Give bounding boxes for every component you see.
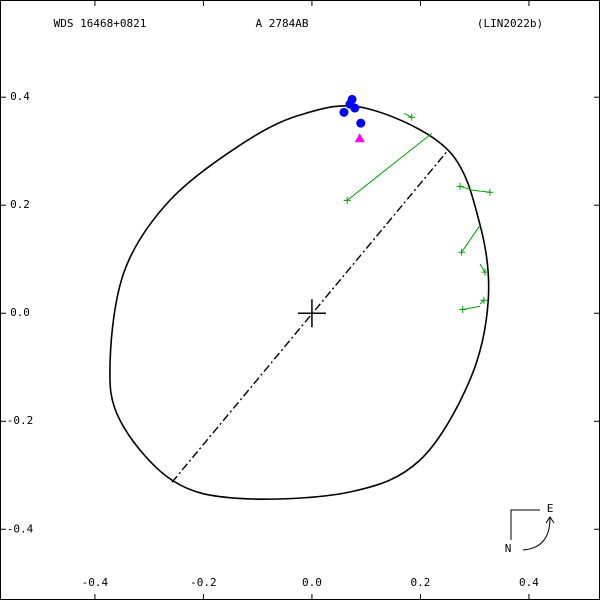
y-tick-label: -0.2: [7, 414, 34, 427]
measurement: [486, 188, 494, 196]
measurement: [456, 182, 464, 190]
compass: [510, 509, 555, 551]
compass-east: E: [547, 502, 554, 515]
residual-line: [479, 263, 486, 273]
y-tick-label: -0.4: [7, 522, 34, 535]
measurement: [408, 113, 416, 121]
observation: [356, 118, 366, 128]
y-tick-label: 0.2: [10, 198, 30, 211]
residual-line: [346, 133, 433, 201]
measurement: [459, 305, 467, 313]
y-tick-label: 0.0: [10, 306, 30, 319]
residual-line: [462, 305, 481, 310]
observation: [339, 107, 349, 117]
reference: (LIN2022b): [477, 17, 543, 30]
observation: [347, 94, 357, 104]
chart-subtitle: A 2784AB: [256, 17, 309, 30]
compass-north: N: [505, 542, 512, 555]
measurement: [458, 248, 466, 256]
observation: [350, 103, 360, 113]
triangle-point: [354, 133, 365, 143]
residual-line: [403, 112, 412, 118]
measurement: [343, 196, 351, 204]
line-of-nodes: [171, 149, 449, 483]
x-tick-label: 0.0: [302, 576, 322, 589]
orbit: [109, 105, 490, 500]
chart-title: WDS 16468+0821: [54, 17, 147, 30]
y-tick-label: 0.4: [10, 90, 30, 103]
compass-arrow: [522, 516, 555, 551]
x-tick-label: 0.2: [410, 576, 430, 589]
x-tick-label: 0.4: [519, 576, 539, 589]
x-tick-label: -0.4: [82, 576, 109, 589]
measurement: [481, 268, 489, 276]
x-tick-label: -0.2: [190, 576, 217, 589]
residual-line: [459, 185, 473, 191]
compass-axes: [510, 509, 540, 540]
residual-line: [479, 299, 485, 305]
residual-line: [461, 224, 481, 253]
measurement: [480, 296, 488, 304]
center-cross: [297, 299, 326, 328]
